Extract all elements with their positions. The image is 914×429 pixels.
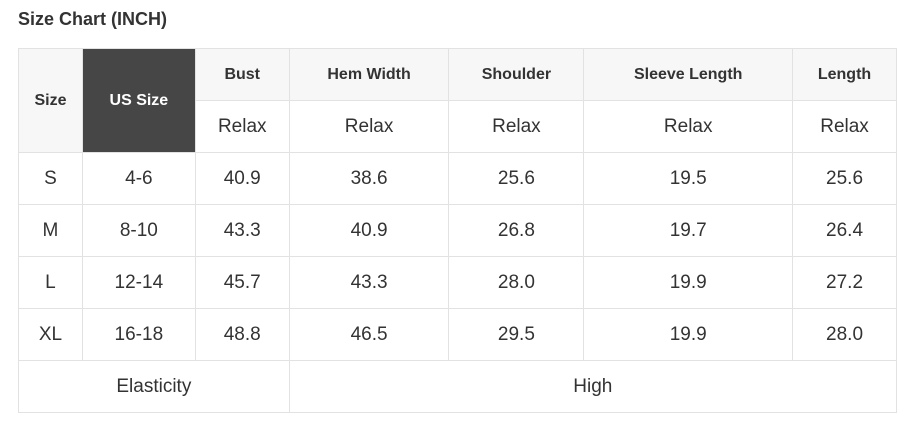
table-cell: 27.2	[792, 256, 897, 309]
table-cell: 43.3	[194, 204, 290, 257]
table-cell: 38.6	[288, 152, 450, 205]
table-cell: 40.9	[288, 204, 450, 257]
table-cell: 19.5	[583, 152, 794, 205]
table-cell: S	[18, 152, 83, 205]
table-cell: M	[18, 204, 83, 257]
elasticity-value: High	[288, 360, 898, 413]
table-cell: 45.7	[194, 256, 290, 309]
header-sleeve-length: Sleeve Length	[583, 48, 794, 101]
table-cell: 28.0	[448, 256, 585, 309]
table-cell: 48.8	[194, 308, 290, 361]
header-row: Size US Size Bust Hem Width Shoulder Sle…	[18, 48, 897, 153]
fit-cell: Relax	[448, 100, 585, 153]
table-cell: 19.7	[583, 204, 794, 257]
header-length: Length	[792, 48, 897, 101]
table-row: S 4-6 40.9 38.6 25.6 19.5 25.6	[18, 152, 897, 205]
table-cell: 19.9	[583, 256, 794, 309]
fit-cell: Relax	[288, 100, 450, 153]
header-shoulder: Shoulder	[448, 48, 585, 101]
elasticity-row: Elasticity High	[18, 360, 898, 413]
table-cell: 29.5	[448, 308, 585, 361]
table-cell: 46.5	[288, 308, 450, 361]
page-title: Size Chart (INCH)	[18, 9, 168, 29]
table-cell: L	[18, 256, 83, 309]
table-cell: 25.6	[792, 152, 897, 205]
table-cell: 40.9	[194, 152, 290, 205]
header-size: Size	[18, 48, 83, 153]
header-hem-width: Hem Width	[288, 48, 450, 101]
table-cell: 4-6	[81, 152, 196, 205]
table-cell: XL	[18, 308, 83, 361]
table-cell: 26.4	[792, 204, 897, 257]
header-bust: Bust	[194, 48, 290, 101]
table-cell: 25.6	[448, 152, 585, 205]
table-cell: 16-18	[81, 308, 196, 361]
table-cell: 8-10	[81, 204, 196, 257]
elasticity-label: Elasticity	[18, 360, 290, 413]
table-cell: 43.3	[288, 256, 450, 309]
fit-cell: Relax	[194, 100, 290, 153]
table-row: M 8-10 43.3 40.9 26.8 19.7 26.4	[18, 204, 897, 257]
table-row: XL 16-18 48.8 46.5 29.5 19.9 28.0	[18, 308, 897, 361]
fit-row: Relax Relax Relax Relax Relax	[19, 100, 897, 153]
fit-cell: Relax	[583, 100, 794, 153]
table-row: L 12-14 45.7 43.3 28.0 19.9 27.2	[18, 256, 897, 309]
fit-cell: Relax	[792, 100, 897, 153]
table-cell: 28.0	[792, 308, 897, 361]
header-us-size: US Size	[81, 48, 196, 153]
table-cell: 19.9	[583, 308, 794, 361]
table-cell: 26.8	[448, 204, 585, 257]
size-chart-table: Size US Size Bust Hem Width Shoulder Sle…	[18, 48, 898, 413]
table-cell: 12-14	[81, 256, 196, 309]
